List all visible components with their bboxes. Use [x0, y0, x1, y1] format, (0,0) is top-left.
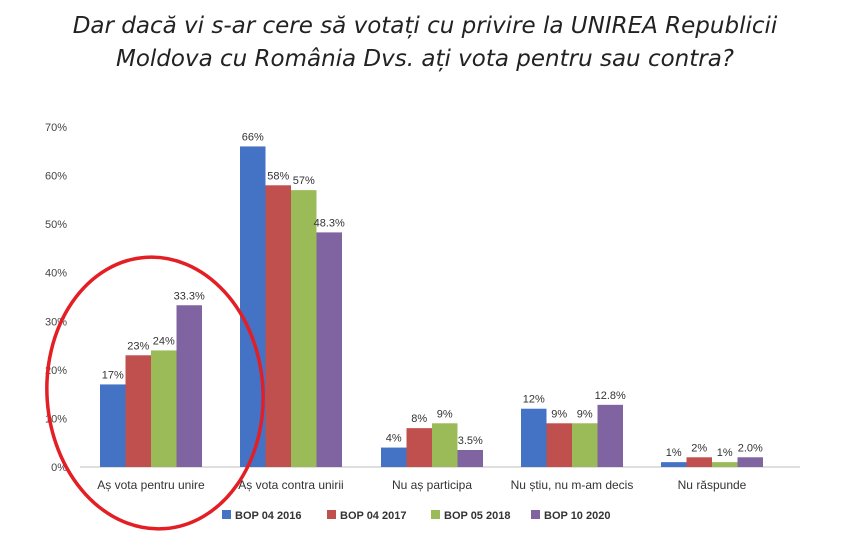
category-label: Aș vota pentru unire [97, 478, 205, 492]
bar [597, 404, 623, 467]
data-label: 17% [102, 369, 124, 381]
data-label: 8% [411, 413, 427, 425]
data-label: 33.3% [174, 290, 205, 302]
chart-title: Dar dacă vi s-ar cere să votați cu privi… [0, 10, 850, 76]
bar [661, 462, 687, 467]
data-label: 1% [717, 447, 733, 459]
legend-swatch [327, 510, 336, 519]
y-tick-label: 60% [45, 171, 67, 183]
y-tick-label: 40% [45, 268, 67, 280]
data-labels: 17% 66% 4% 12% 1% 23% 58% 8% 9% 2% 24% 57% 9% 9% 1% 33.… [102, 131, 763, 459]
bar [381, 447, 407, 467]
data-label: 48.3% [314, 217, 345, 229]
bar [737, 457, 763, 467]
bar [151, 350, 177, 467]
annotation [45, 255, 265, 531]
category-labels: Aș vota pentru unire Aș vota contra uniri… [97, 478, 746, 492]
data-label: 3.5% [458, 435, 483, 447]
bar [686, 457, 712, 467]
category-label: Aș vota contra unirii [238, 478, 343, 492]
data-label: 58% [267, 170, 289, 182]
data-label: 2% [691, 442, 707, 454]
data-label: 4% [386, 433, 402, 445]
data-label: 23% [127, 340, 149, 352]
y-tick-label: 50% [45, 219, 67, 231]
data-label: 66% [242, 131, 264, 143]
legend-swatch [531, 510, 540, 519]
bar [457, 450, 483, 467]
chart-title-line-1: Dar dacă vi s-ar cere să votați cu privi… [72, 13, 778, 39]
bar [176, 305, 202, 467]
bar [546, 423, 572, 467]
data-label: 12.8% [595, 390, 626, 402]
legend-swatch [431, 510, 440, 519]
legend-label: BOP 04 2017 [340, 510, 406, 522]
legend-label: BOP 04 2016 [235, 510, 301, 522]
chart-title-line-2: Moldova cu România Dvs. ați vota pentru … [115, 46, 735, 72]
bar [265, 185, 291, 468]
data-label: 9% [437, 408, 453, 420]
bar [291, 190, 317, 467]
y-tick-label: 70% [45, 122, 67, 134]
bar [521, 408, 547, 467]
data-label: 2.0% [738, 442, 763, 454]
bar [316, 232, 342, 467]
data-label: 9% [577, 408, 593, 420]
bar [712, 462, 738, 467]
legend: BOP 04 2016 BOP 04 2017 BOP 05 2018 BOP 10 … [222, 510, 610, 522]
category-label: Nu răspunde [678, 478, 747, 492]
bar [100, 384, 126, 467]
bar [406, 428, 432, 467]
bar [572, 423, 598, 467]
legend-swatch [222, 510, 231, 519]
y-tick-label: 20% [45, 365, 67, 377]
bar [432, 423, 458, 467]
category-label: Nu știu, nu m-am decis [511, 478, 634, 492]
category-label: Nu aș participa [392, 478, 472, 492]
y-tick-label: 0% [51, 462, 67, 474]
data-label: 57% [293, 175, 315, 187]
red-ellipse-annotation [45, 255, 265, 531]
data-label: 12% [523, 394, 545, 406]
legend-label: BOP 10 2020 [544, 510, 610, 522]
data-label: 9% [551, 408, 567, 420]
legend-label: BOP 05 2018 [444, 510, 510, 522]
bars [100, 146, 763, 468]
data-label: 1% [666, 447, 682, 459]
bar [125, 355, 151, 467]
data-label: 24% [153, 335, 175, 347]
